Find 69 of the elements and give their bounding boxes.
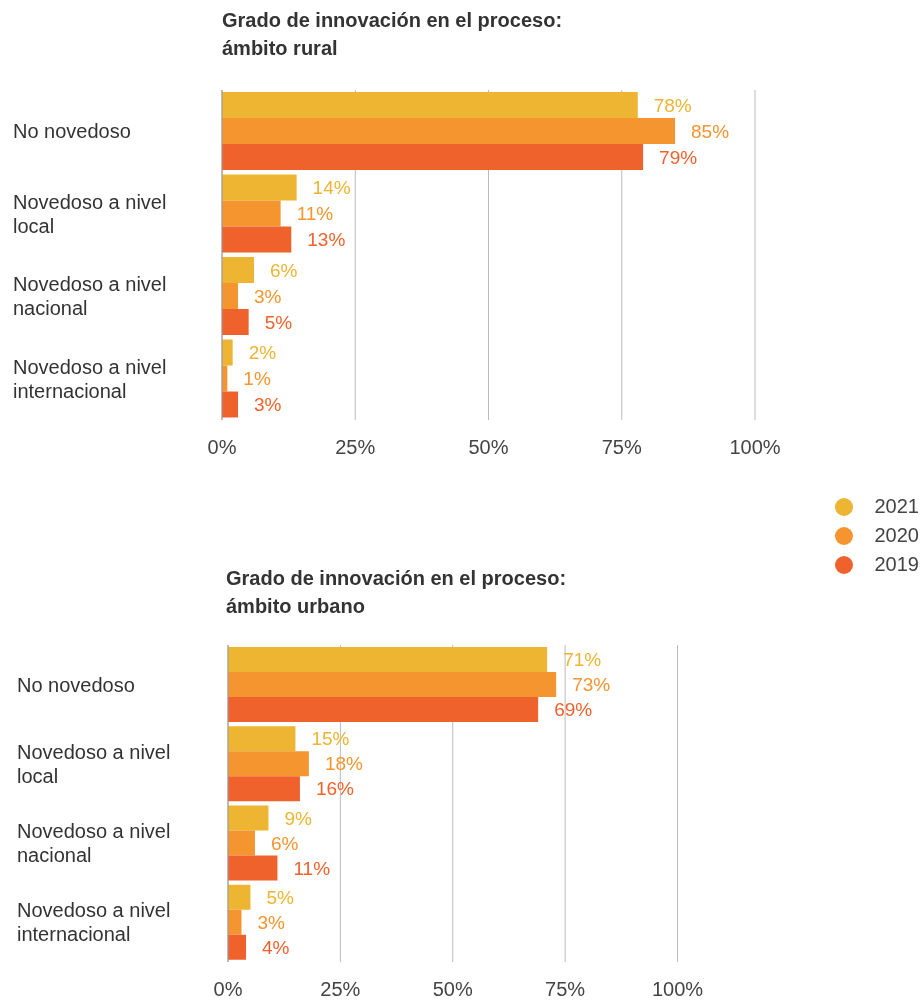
y-tick-label: Novedoso a nivel nacional <box>17 820 171 867</box>
bar <box>222 144 644 170</box>
bar <box>228 776 300 802</box>
data-label: 79% <box>659 146 698 168</box>
data-label: 71% <box>563 649 602 670</box>
data-label: 18% <box>324 753 364 775</box>
x-tick-label: 100% <box>729 436 781 459</box>
chart-title: Grado de innovación en el proceso: ámbito urbano <box>226 566 568 619</box>
data-label: 5% <box>266 886 295 908</box>
legend-label: 2019 <box>874 552 919 577</box>
data-label: 69% <box>554 699 593 720</box>
x-tick-label: 25% <box>320 978 361 1001</box>
bar <box>222 118 676 144</box>
bar <box>222 226 292 253</box>
bar <box>222 200 281 227</box>
data-label: 85% <box>691 120 730 142</box>
bar <box>222 174 297 201</box>
y-tick-label: Novedoso a nivel local <box>17 740 171 787</box>
y-tick-label: No novedoso <box>17 673 135 696</box>
x-tick-label: 0% <box>213 978 243 1001</box>
data-label: 3% <box>253 394 282 415</box>
bar <box>228 884 251 910</box>
chart-title: Grado de innovación en el proceso: ámbito rural <box>222 8 564 61</box>
data-label: 3% <box>257 911 286 933</box>
data-label: 14% <box>312 177 351 198</box>
x-tick-label: 100% <box>651 978 704 1001</box>
y-tick-label: No novedoso <box>13 120 131 143</box>
bar <box>222 309 249 335</box>
data-label: 9% <box>284 807 313 829</box>
x-tick-label: 0% <box>207 436 237 459</box>
data-label: 15% <box>311 728 350 750</box>
y-tick-label: Novedoso a nivel internacional <box>17 899 171 946</box>
data-label: 11% <box>296 203 334 224</box>
bar <box>228 647 548 672</box>
legend-label: 2020 <box>874 523 919 548</box>
y-tick-label: Novedoso a nivel internacional <box>13 355 167 402</box>
x-tick-label: 50% <box>432 978 473 1001</box>
data-label: 6% <box>269 259 298 281</box>
y-tick-label: Novedoso a nivel local <box>13 190 167 237</box>
bar <box>222 92 638 118</box>
x-tick-label: 75% <box>545 978 586 1001</box>
data-label: 1% <box>243 368 271 389</box>
x-tick-label: 75% <box>601 436 642 459</box>
data-label: 73% <box>572 674 611 695</box>
y-tick-label: Novedoso a nivel nacional <box>13 273 167 320</box>
x-tick-label: 25% <box>335 436 376 459</box>
data-label: 13% <box>307 229 346 250</box>
bar <box>222 257 254 283</box>
bar <box>222 339 233 366</box>
x-tick-label: 50% <box>468 436 509 459</box>
data-label: 16% <box>315 778 355 800</box>
data-label: 4% <box>261 936 290 958</box>
bar <box>228 855 278 881</box>
data-label: 2% <box>248 342 277 363</box>
bar <box>228 830 255 856</box>
data-label: 5% <box>264 311 293 333</box>
data-label: 3% <box>253 285 282 307</box>
bar <box>222 283 238 309</box>
bar <box>228 934 246 960</box>
data-label: 78% <box>653 94 692 116</box>
bar <box>228 805 269 831</box>
bar <box>222 391 238 418</box>
data-label: 11% <box>293 857 331 879</box>
legend-label: 2021 <box>874 494 919 519</box>
data-label: 6% <box>270 832 299 854</box>
bar <box>228 751 309 777</box>
bar <box>228 697 539 722</box>
bar <box>228 672 557 697</box>
bar <box>228 726 296 752</box>
